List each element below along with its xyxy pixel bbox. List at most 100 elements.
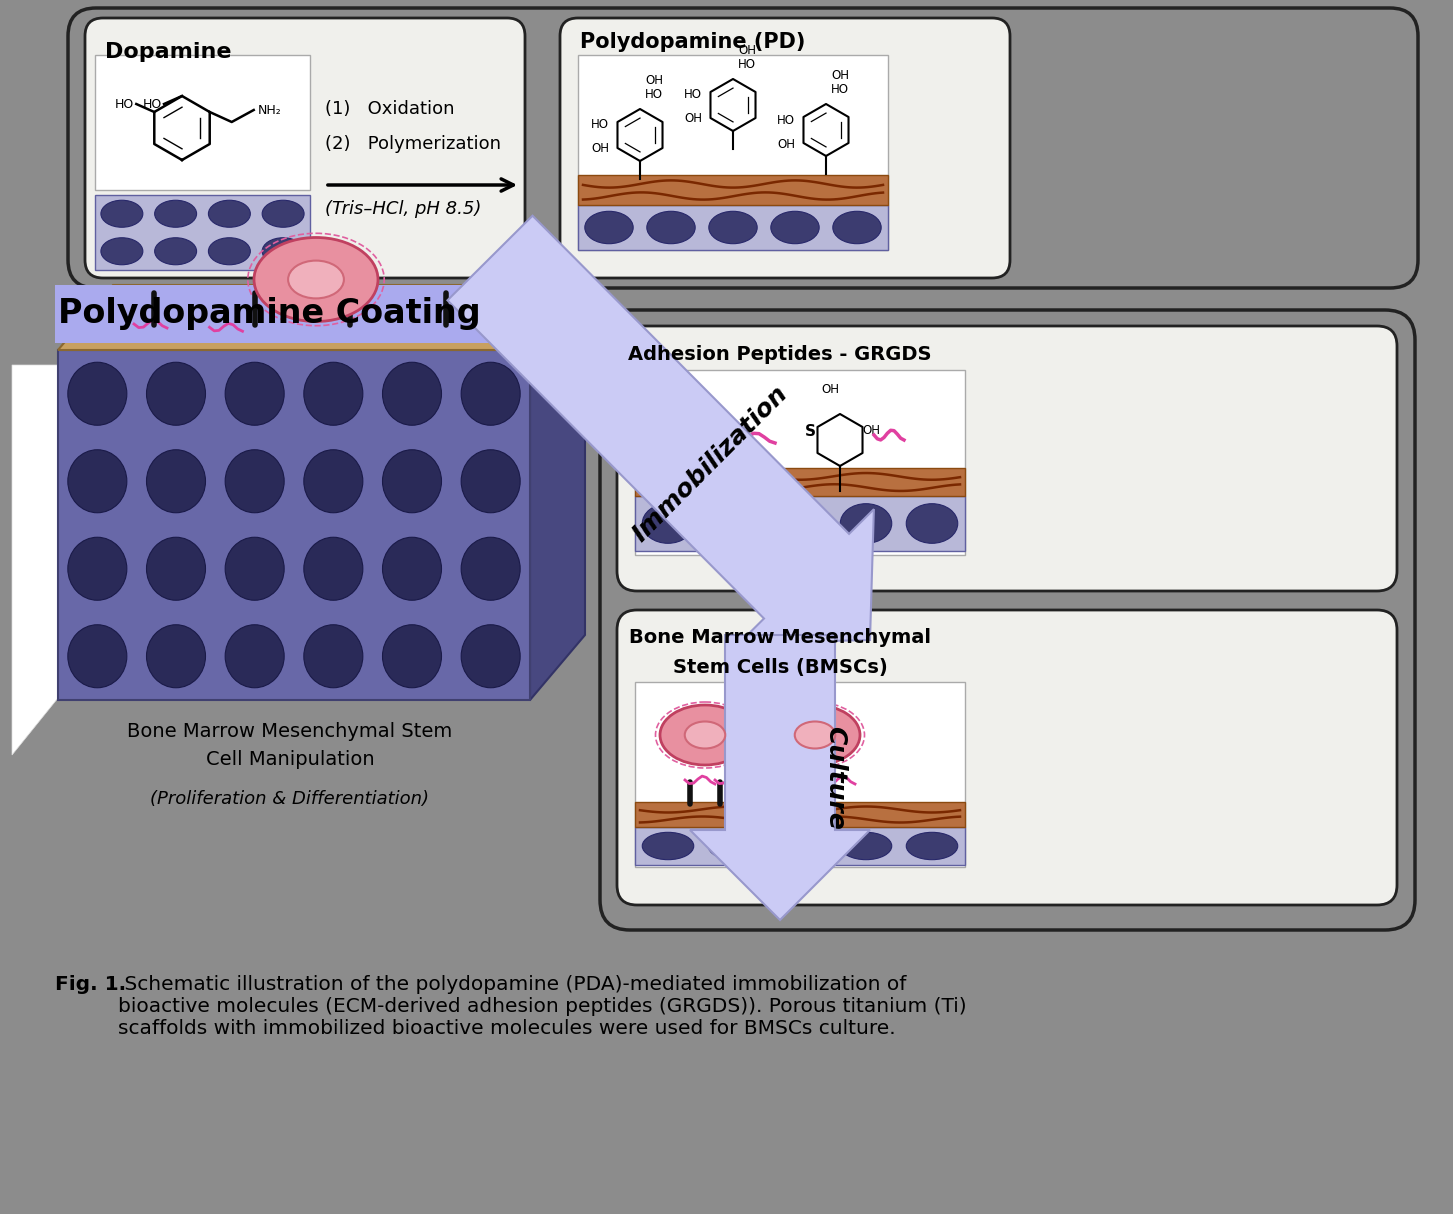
Ellipse shape — [461, 625, 520, 688]
Ellipse shape — [584, 211, 634, 244]
Bar — [635, 802, 965, 827]
Polygon shape — [530, 285, 586, 700]
Ellipse shape — [770, 705, 860, 765]
Ellipse shape — [68, 449, 126, 512]
Ellipse shape — [154, 238, 196, 265]
Ellipse shape — [907, 833, 958, 860]
Ellipse shape — [100, 238, 142, 265]
Text: OH: OH — [862, 424, 881, 437]
Text: HO: HO — [684, 89, 702, 102]
Bar — [94, 195, 309, 270]
Polygon shape — [58, 285, 586, 350]
Ellipse shape — [774, 504, 825, 544]
FancyBboxPatch shape — [84, 18, 525, 278]
FancyBboxPatch shape — [559, 18, 1010, 278]
Text: Fig. 1.: Fig. 1. — [55, 975, 126, 994]
FancyBboxPatch shape — [618, 327, 1396, 591]
FancyBboxPatch shape — [618, 609, 1396, 904]
Text: S: S — [805, 425, 817, 439]
Ellipse shape — [68, 625, 126, 688]
Text: HO: HO — [645, 87, 663, 101]
FancyBboxPatch shape — [68, 8, 1418, 288]
Text: HO: HO — [831, 83, 849, 96]
Text: (1)   Oxidation: (1) Oxidation — [325, 100, 455, 118]
Ellipse shape — [708, 504, 760, 544]
Ellipse shape — [304, 449, 363, 512]
Text: Culture: Culture — [822, 726, 847, 829]
Text: Polydopamine (PD): Polydopamine (PD) — [580, 32, 805, 52]
Bar — [635, 497, 965, 551]
Ellipse shape — [147, 362, 205, 425]
Ellipse shape — [254, 238, 378, 322]
Ellipse shape — [461, 362, 520, 425]
Ellipse shape — [840, 504, 892, 544]
Text: Dopamine: Dopamine — [105, 42, 231, 62]
Text: Adhesion Peptides - GRGDS: Adhesion Peptides - GRGDS — [628, 345, 931, 364]
Ellipse shape — [262, 238, 304, 265]
Text: OH: OH — [684, 113, 702, 125]
Text: HO: HO — [115, 97, 134, 110]
Bar — [635, 827, 965, 866]
Text: HO: HO — [142, 97, 161, 110]
Bar — [635, 469, 965, 497]
Text: OH: OH — [681, 382, 699, 396]
Ellipse shape — [225, 538, 285, 600]
Text: OH: OH — [591, 142, 609, 155]
Ellipse shape — [795, 721, 835, 749]
Bar — [94, 55, 309, 191]
Ellipse shape — [461, 449, 520, 512]
Text: OH: OH — [738, 44, 756, 57]
Ellipse shape — [461, 538, 520, 600]
Ellipse shape — [684, 721, 725, 749]
Ellipse shape — [840, 833, 892, 860]
Ellipse shape — [647, 211, 695, 244]
Ellipse shape — [304, 625, 363, 688]
Text: Bone Marrow Mesenchymal: Bone Marrow Mesenchymal — [629, 628, 931, 647]
Text: OH: OH — [831, 69, 849, 83]
Text: H: H — [658, 415, 665, 425]
Text: Bone Marrow Mesenchymal Stem: Bone Marrow Mesenchymal Stem — [128, 722, 453, 741]
Bar — [578, 175, 888, 205]
Ellipse shape — [660, 705, 750, 765]
Text: HO: HO — [738, 58, 756, 70]
Text: Schematic illustration of the polydopamine (PDA)-mediated immobilization of
bioa: Schematic illustration of the polydopami… — [118, 975, 966, 1038]
Polygon shape — [58, 350, 530, 700]
Ellipse shape — [304, 362, 363, 425]
Ellipse shape — [772, 211, 819, 244]
Bar — [635, 370, 965, 555]
Bar — [578, 55, 888, 250]
Ellipse shape — [907, 504, 958, 544]
Text: HO: HO — [777, 113, 795, 126]
Text: OH: OH — [645, 74, 663, 87]
Ellipse shape — [382, 625, 442, 688]
Polygon shape — [448, 216, 873, 643]
Text: NH₂: NH₂ — [257, 103, 282, 117]
Text: (2)   Polymerization: (2) Polymerization — [325, 135, 501, 153]
Ellipse shape — [382, 449, 442, 512]
Ellipse shape — [225, 449, 285, 512]
Ellipse shape — [68, 362, 126, 425]
Bar — [55, 285, 535, 344]
Text: Cell Manipulation: Cell Manipulation — [206, 750, 375, 768]
Ellipse shape — [262, 200, 304, 227]
Text: Polydopamine Coating: Polydopamine Coating — [58, 297, 481, 330]
Ellipse shape — [642, 504, 693, 544]
Ellipse shape — [208, 200, 250, 227]
Text: HO: HO — [591, 119, 609, 131]
Text: N: N — [663, 425, 676, 439]
Ellipse shape — [288, 261, 344, 299]
Ellipse shape — [154, 200, 196, 227]
Bar — [635, 682, 965, 867]
Ellipse shape — [147, 625, 205, 688]
Ellipse shape — [100, 200, 142, 227]
Polygon shape — [690, 635, 870, 920]
Text: Stem Cells (BMSCs): Stem Cells (BMSCs) — [673, 658, 888, 677]
Ellipse shape — [382, 362, 442, 425]
Ellipse shape — [208, 238, 250, 265]
Text: OH: OH — [821, 382, 838, 396]
Ellipse shape — [709, 211, 757, 244]
Ellipse shape — [147, 538, 205, 600]
Ellipse shape — [225, 362, 285, 425]
Ellipse shape — [68, 538, 126, 600]
Ellipse shape — [225, 625, 285, 688]
